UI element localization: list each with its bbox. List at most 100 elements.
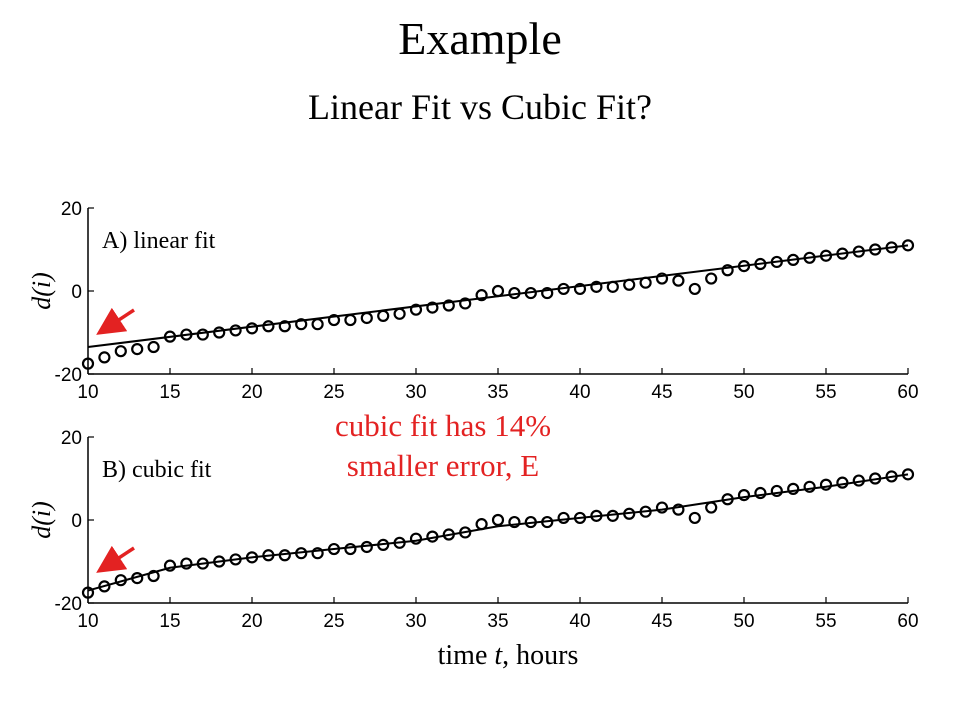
data-point bbox=[508, 286, 521, 300]
data-point bbox=[442, 528, 455, 541]
data-point bbox=[98, 580, 111, 593]
data-point bbox=[426, 301, 439, 314]
data-point bbox=[803, 480, 816, 493]
data-point bbox=[360, 540, 373, 554]
data-point bbox=[311, 318, 324, 331]
data-point bbox=[836, 247, 849, 260]
data-point bbox=[459, 526, 472, 539]
x-axis-label-suffix: , hours bbox=[502, 640, 579, 671]
callout-line-2: smaller error, E bbox=[346, 448, 540, 483]
data-point bbox=[869, 472, 882, 485]
red-arrow bbox=[96, 307, 135, 335]
data-point bbox=[754, 486, 767, 500]
data-point bbox=[327, 542, 341, 556]
data-point bbox=[508, 515, 521, 529]
data-point bbox=[491, 513, 505, 527]
data-point bbox=[295, 547, 308, 560]
data-point bbox=[147, 569, 160, 583]
data-point bbox=[672, 503, 685, 516]
data-point bbox=[541, 286, 554, 300]
data-point bbox=[229, 553, 242, 566]
y-axis-label: d(i) bbox=[27, 272, 56, 310]
data-point bbox=[81, 357, 95, 370]
panel-label: B) cubic fit bbox=[102, 457, 212, 483]
y-tick-label: -20 bbox=[55, 594, 82, 615]
data-point bbox=[393, 307, 406, 320]
data-point bbox=[81, 586, 95, 599]
data-point bbox=[655, 272, 669, 285]
data-point bbox=[885, 470, 898, 483]
data-point bbox=[114, 574, 127, 587]
data-point bbox=[590, 280, 603, 293]
data-point bbox=[360, 311, 373, 325]
data-point bbox=[836, 476, 849, 489]
data-point bbox=[524, 286, 537, 300]
data-point bbox=[393, 536, 406, 549]
x-axis-label-prefix: time bbox=[437, 640, 495, 671]
data-point bbox=[163, 330, 177, 343]
data-point bbox=[475, 518, 488, 531]
data-point bbox=[377, 538, 390, 552]
x-tick-label: 20 bbox=[241, 611, 262, 632]
callout-box: cubic fit has 14% smaller error, E bbox=[278, 406, 608, 496]
x-tick-label: 15 bbox=[159, 382, 180, 403]
data-point bbox=[737, 489, 751, 502]
data-point bbox=[491, 284, 505, 298]
data-point bbox=[672, 274, 685, 287]
data-point bbox=[344, 542, 357, 556]
data-point bbox=[131, 343, 144, 356]
data-point bbox=[295, 318, 308, 331]
x-tick-label: 45 bbox=[651, 382, 672, 403]
data-point bbox=[639, 505, 652, 518]
data-point bbox=[557, 511, 570, 525]
data-point bbox=[278, 549, 291, 562]
data-point bbox=[869, 243, 882, 256]
y-tick-label: -20 bbox=[55, 365, 82, 386]
data-point bbox=[852, 245, 865, 258]
data-point bbox=[245, 322, 259, 335]
data-point bbox=[787, 482, 800, 495]
x-tick-label: 25 bbox=[323, 611, 344, 632]
slide-title: Example bbox=[398, 13, 562, 64]
y-axis-label: d(i) bbox=[27, 501, 56, 539]
data-point bbox=[639, 276, 652, 289]
y-tick-label: 20 bbox=[61, 199, 82, 220]
x-tick-label: 10 bbox=[77, 382, 98, 403]
x-tick-label: 35 bbox=[487, 611, 508, 632]
x-tick-label: 10 bbox=[77, 611, 98, 632]
x-tick-label: 60 bbox=[897, 611, 918, 632]
x-axis-label: time t, hours bbox=[0, 640, 960, 672]
x-tick-label: 45 bbox=[651, 611, 672, 632]
data-point bbox=[409, 532, 423, 545]
data-point bbox=[606, 509, 619, 522]
x-tick-label: 35 bbox=[487, 382, 508, 403]
data-point bbox=[901, 468, 915, 481]
data-point bbox=[180, 557, 193, 570]
data-point bbox=[213, 326, 226, 339]
panel-label: A) linear fit bbox=[102, 228, 216, 254]
x-tick-label: 25 bbox=[323, 382, 344, 403]
x-tick-label: 15 bbox=[159, 611, 180, 632]
data-point bbox=[606, 280, 619, 293]
data-point bbox=[885, 241, 898, 254]
data-point bbox=[147, 340, 160, 354]
data-point bbox=[623, 278, 636, 291]
data-point bbox=[787, 253, 800, 266]
x-tick-label: 55 bbox=[815, 611, 836, 632]
data-point bbox=[245, 551, 259, 564]
x-tick-label: 20 bbox=[241, 382, 262, 403]
data-point bbox=[459, 297, 472, 310]
x-axis-label-var: t bbox=[494, 640, 503, 671]
data-point bbox=[590, 509, 603, 522]
data-point bbox=[803, 251, 816, 264]
callout-line-1: cubic fit has 14% bbox=[334, 408, 552, 443]
data-point bbox=[754, 257, 767, 271]
slide-subtitle: Linear Fit vs Cubic Fit? bbox=[308, 87, 652, 127]
data-point bbox=[901, 239, 915, 252]
data-point bbox=[213, 555, 226, 568]
data-point bbox=[688, 282, 701, 296]
x-tick-label: 30 bbox=[405, 382, 426, 403]
red-arrow bbox=[96, 545, 135, 573]
data-point bbox=[409, 303, 423, 316]
